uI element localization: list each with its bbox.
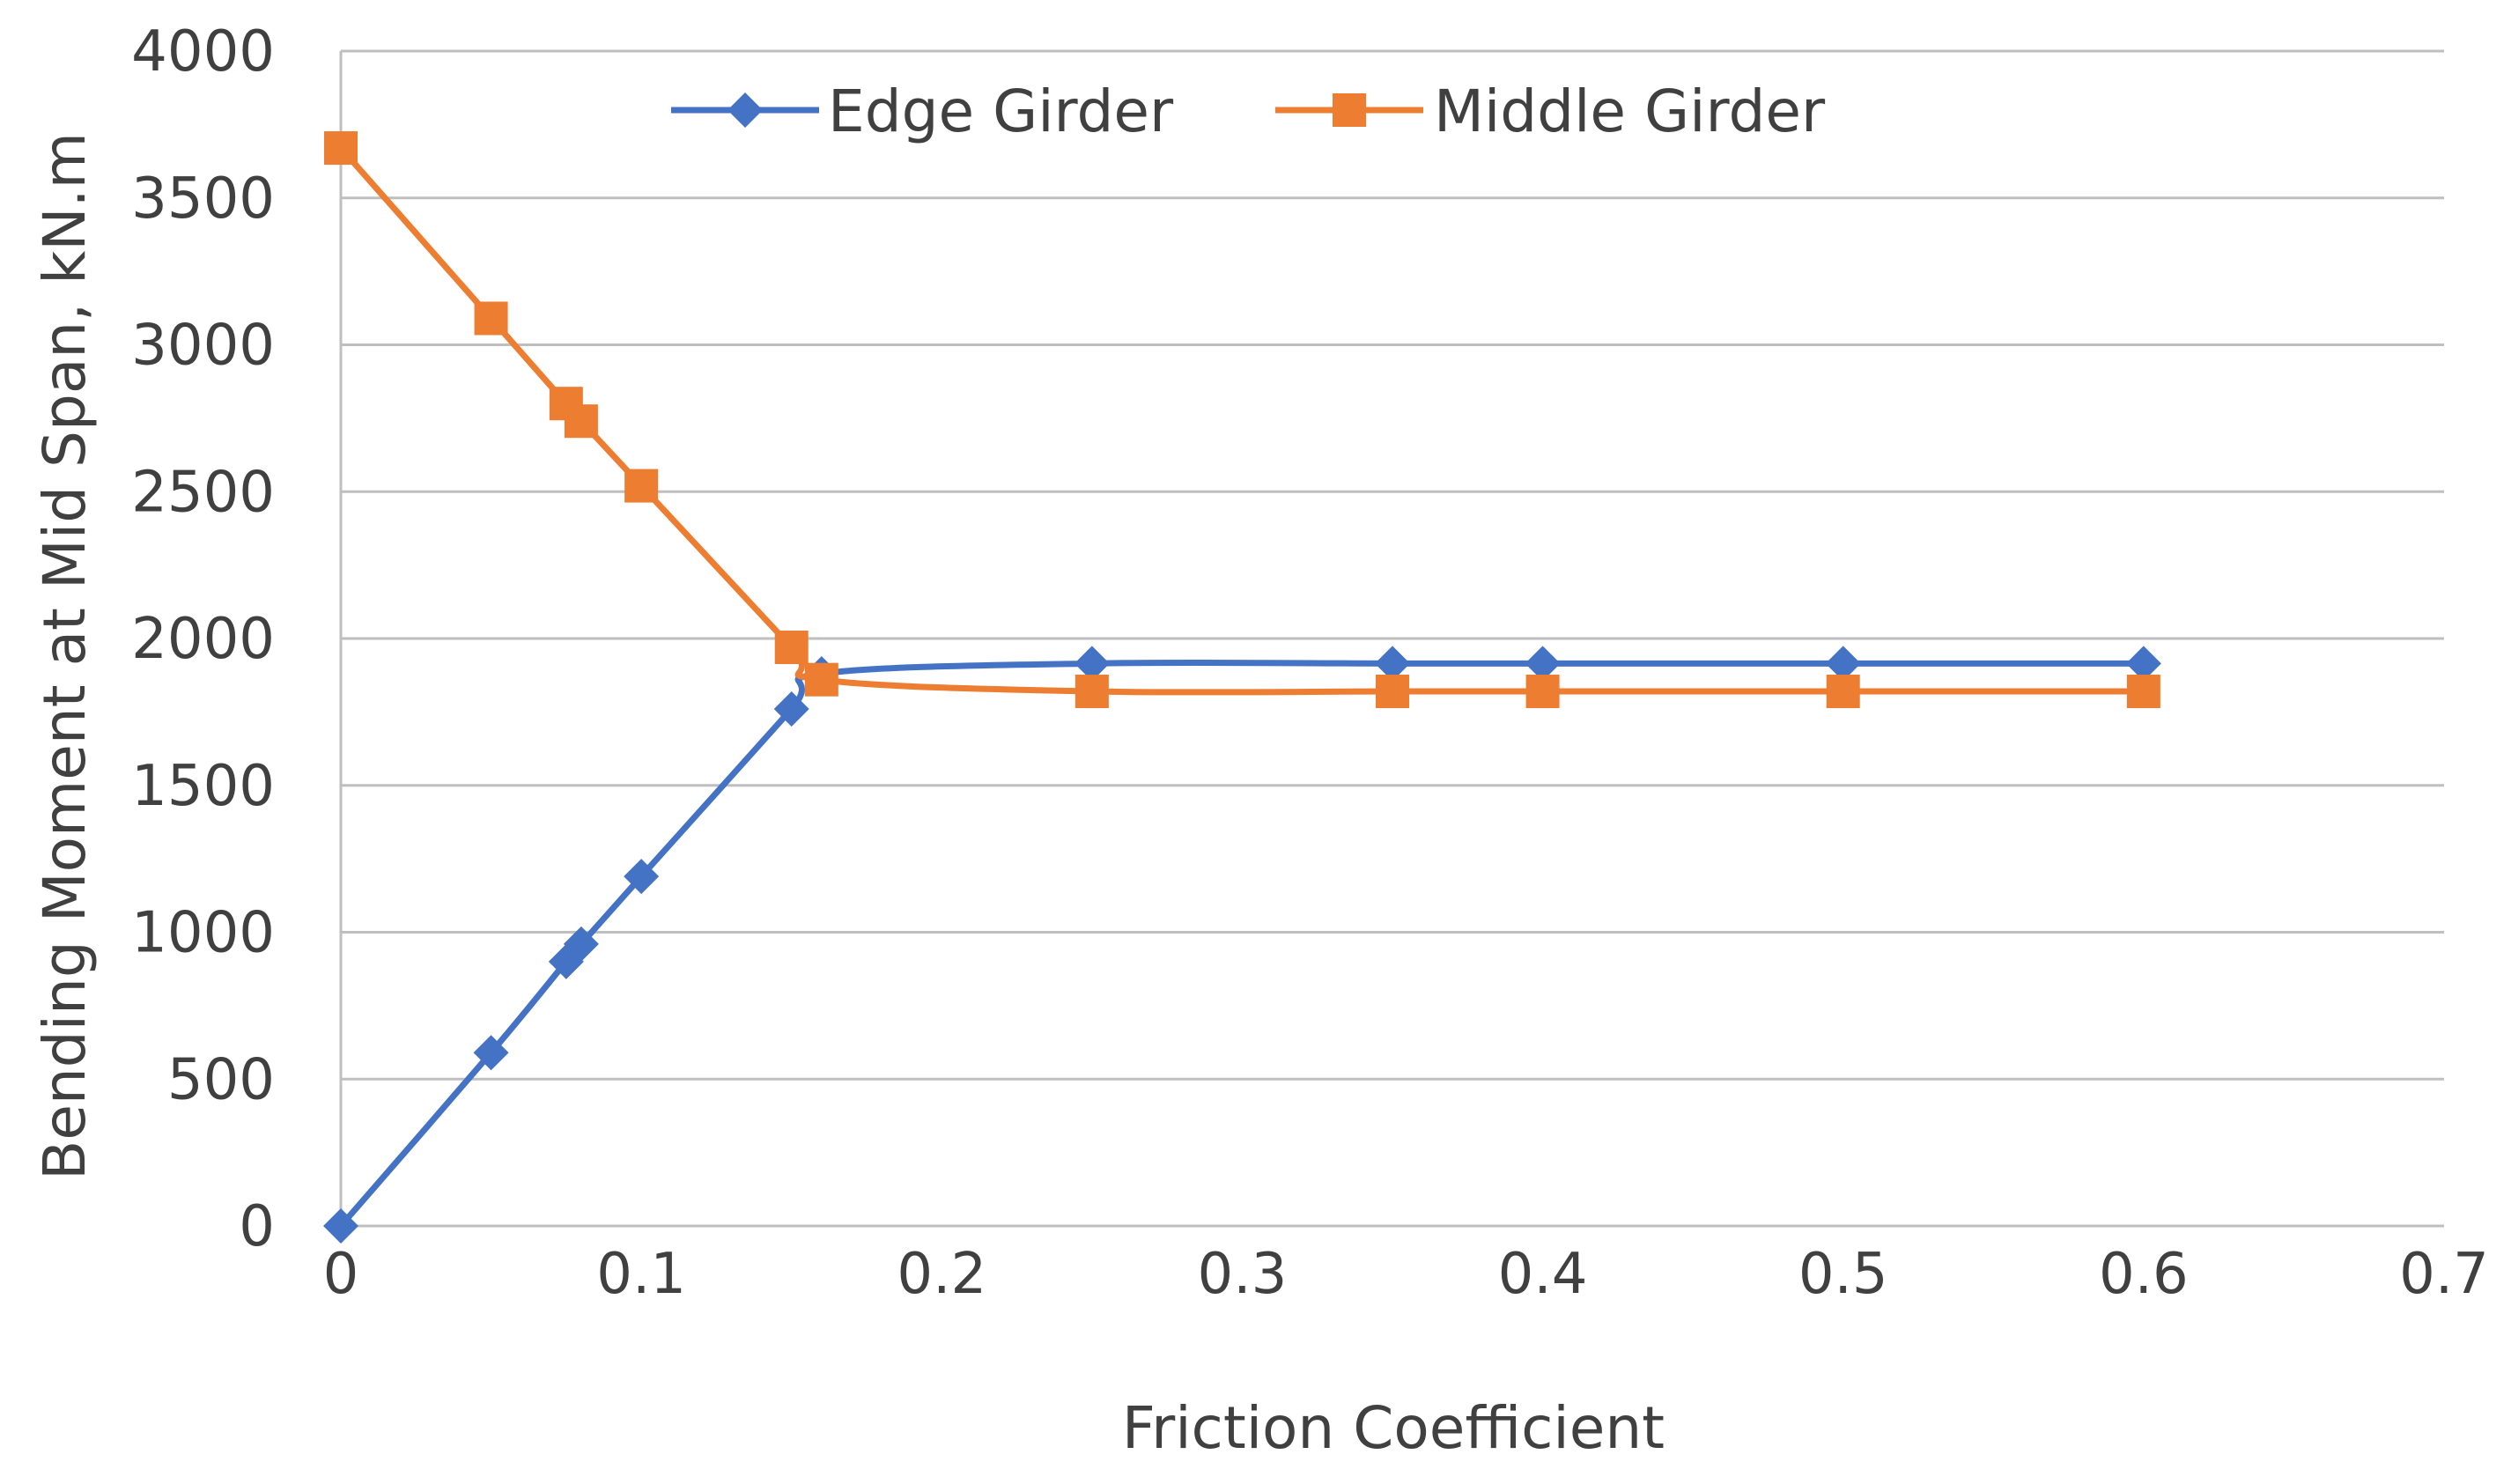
legend-label-1: Middle Girder bbox=[1434, 78, 1826, 145]
middle-girder-point bbox=[324, 131, 358, 166]
x-axis-title: Friction Coefficient bbox=[1122, 1394, 1665, 1462]
x-tick-label: 0.1 bbox=[596, 1242, 686, 1307]
middle-girder-point bbox=[1826, 675, 1860, 709]
y-tick-label: 4000 bbox=[131, 19, 275, 85]
y-tick-label: 2000 bbox=[131, 607, 275, 672]
edge-girder-point bbox=[624, 859, 660, 895]
x-tick-label: 0.5 bbox=[1798, 1242, 1888, 1307]
edge-girder-point bbox=[1375, 646, 1410, 682]
edge-girder-point bbox=[563, 926, 599, 962]
y-axis-title: Bending Moment at Mid Span, kN.m bbox=[31, 132, 99, 1180]
middle-girder-point bbox=[1376, 675, 1409, 709]
x-tick-label: 0.2 bbox=[897, 1242, 986, 1307]
edge-girder-point bbox=[1825, 646, 1861, 682]
edge-girder-point bbox=[1074, 646, 1110, 682]
middle-girder-point bbox=[804, 662, 838, 697]
legend-marker-1 bbox=[1333, 93, 1366, 127]
middle-girder-point bbox=[564, 404, 598, 439]
edge-girder-point bbox=[773, 691, 809, 727]
edge-girder-point bbox=[1525, 646, 1561, 682]
middle-girder-point bbox=[774, 631, 809, 665]
y-tick-label: 0 bbox=[239, 1194, 275, 1259]
middle-girder-point bbox=[2126, 675, 2160, 709]
x-tick-label: 0.7 bbox=[2399, 1242, 2489, 1307]
legend-label-0: Edge Girder bbox=[828, 78, 1174, 145]
x-tick-label: 0.6 bbox=[2099, 1242, 2189, 1307]
y-tick-label: 500 bbox=[167, 1047, 275, 1112]
y-tick-label: 3500 bbox=[131, 166, 275, 232]
middle-girder-point bbox=[624, 469, 659, 503]
edge-girder-point bbox=[473, 1035, 509, 1071]
axes: 0 500 1000 1500 2000 2500 3000 3500 4000 0 0.1 0.2 0… bbox=[131, 19, 2489, 1307]
series-line-1 bbox=[337, 144, 2147, 696]
middle-girder-point bbox=[1525, 675, 1560, 709]
gridlines bbox=[341, 49, 2444, 1228]
legend-marker-0 bbox=[727, 92, 763, 128]
y-tick-label: 2500 bbox=[131, 460, 275, 525]
middle-girder-point bbox=[1075, 675, 1109, 709]
x-tick-label: 0.4 bbox=[1498, 1242, 1588, 1307]
y-tick-label: 1000 bbox=[131, 901, 275, 966]
x-tick-label: 0 bbox=[323, 1242, 359, 1307]
series bbox=[323, 131, 2161, 1244]
y-tick-label: 1500 bbox=[131, 754, 275, 819]
legend: Edge Girder Middle Girder bbox=[671, 78, 1826, 145]
edge-girder-point bbox=[323, 1208, 358, 1244]
middle-girder-point bbox=[474, 301, 508, 336]
edge-girder-point bbox=[2125, 646, 2161, 682]
y-tick-label: 3000 bbox=[131, 314, 275, 379]
series-line-0 bbox=[337, 659, 2147, 1229]
x-tick-label: 0.3 bbox=[1198, 1242, 1288, 1307]
